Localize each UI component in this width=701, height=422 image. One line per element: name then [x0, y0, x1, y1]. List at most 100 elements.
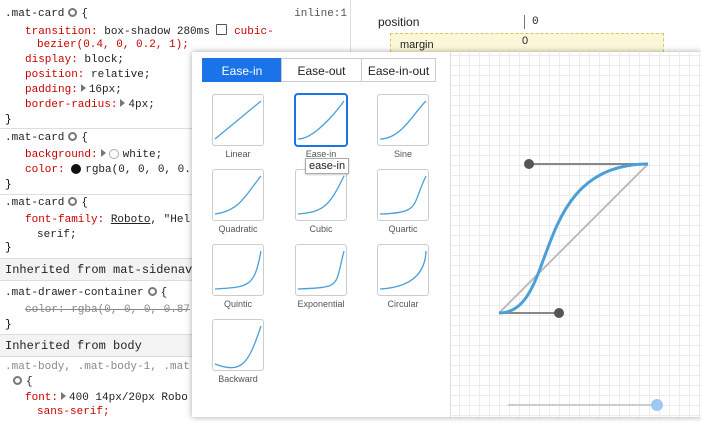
brace: }	[5, 319, 12, 331]
preset[interactable]	[212, 169, 264, 221]
preset-curve	[214, 325, 262, 369]
declaration: transition: box-shadow 280ms cubic-	[25, 24, 274, 39]
tab[interactable]: Ease-in	[202, 58, 282, 82]
preset-label: Ease-in	[305, 149, 337, 159]
preset[interactable]	[212, 244, 264, 296]
preset-label: Cubic	[309, 224, 333, 234]
margin-value: 0	[522, 35, 529, 47]
preset-label: Circular	[387, 299, 419, 309]
preset[interactable]	[295, 244, 347, 296]
source-link[interactable]: inline:1	[294, 7, 347, 22]
preset-icon	[214, 175, 262, 215]
prop: color:	[25, 164, 65, 176]
brace: {	[26, 376, 33, 388]
font-link[interactable]: Roboto	[110, 214, 151, 226]
value: bezier(0.4, 0, 0.2, 1);	[37, 39, 189, 51]
bezier-icon[interactable]	[216, 24, 228, 35]
brace: }	[5, 114, 12, 126]
preset-icon	[297, 175, 345, 215]
preset[interactable]	[377, 244, 429, 296]
preset-icon	[297, 100, 345, 140]
preset[interactable]	[212, 94, 264, 146]
preset-label: Quartic	[388, 224, 418, 234]
declaration: border-radius: 4px;	[25, 98, 155, 113]
preset[interactable]	[212, 319, 264, 371]
preset-curve	[297, 250, 345, 290]
preset-label: Quadratic	[218, 224, 258, 234]
brace: {	[160, 287, 168, 299]
value: white;	[122, 149, 163, 161]
rule-header[interactable]: .mat-drawer-container {	[5, 286, 167, 301]
brace: {	[81, 132, 89, 144]
selector: .mat-drawer-container	[5, 287, 144, 299]
selector[interactable]: .mat-body, .mat-body-1, .mat	[5, 361, 190, 373]
preset-icon	[297, 250, 345, 290]
curve-svg	[498, 159, 663, 411]
preset-curve	[214, 250, 262, 290]
control-point[interactable]	[554, 308, 564, 318]
value: block;	[84, 54, 125, 66]
rule-header[interactable]: .mat-card {	[5, 131, 88, 146]
preset-label: Exponential	[297, 299, 345, 309]
preset-curve	[379, 175, 427, 215]
prop: border-radius:	[25, 99, 118, 111]
selector: .mat-card	[5, 8, 65, 20]
preset-icon	[379, 100, 427, 140]
value: box-shadow 280ms	[104, 26, 210, 38]
preset[interactable]	[295, 169, 347, 221]
preset-curve	[297, 100, 345, 140]
declaration: background: white;	[25, 148, 162, 163]
tab[interactable]: Ease-out	[281, 58, 362, 82]
preset[interactable]	[377, 169, 429, 221]
prop: display:	[25, 54, 78, 66]
value: relative;	[91, 69, 151, 81]
rule-header[interactable]: .mat-card {	[5, 196, 88, 211]
easing-editor: Ease-in Ease-out Ease-in-out Linear Ease-…	[192, 52, 701, 417]
preview-dot	[651, 399, 663, 411]
preset[interactable]	[295, 94, 347, 146]
value: 4px;	[128, 99, 155, 111]
preset-label: Quintic	[223, 299, 252, 309]
prop: font:	[25, 392, 59, 404]
brace: {	[81, 197, 89, 209]
preset-label: Linear	[225, 149, 251, 159]
preset-icon	[214, 325, 262, 369]
curve-graph	[450, 52, 701, 417]
preset-curve	[379, 250, 427, 290]
declaration: display: block;	[25, 53, 124, 68]
prop: padding:	[25, 84, 78, 96]
bezier-curve	[498, 162, 649, 315]
tooltip: ease-in	[305, 158, 350, 174]
source: inline:1	[294, 8, 347, 20]
prop: font-family:	[25, 214, 105, 226]
position-label: position	[378, 15, 420, 29]
declaration: color: rgba(0, 0, 0, 0.	[25, 163, 191, 178]
declaration: font-family: Roboto, "Hel	[25, 213, 190, 228]
position-value: 0	[532, 16, 539, 28]
selector: .mat-card	[5, 132, 65, 144]
prop: position:	[25, 69, 85, 81]
preset[interactable]	[377, 94, 429, 146]
preset-icon	[214, 250, 262, 290]
preset-icon	[379, 175, 427, 215]
declaration: padding: 16px;	[25, 83, 122, 98]
value: cubic-	[234, 26, 274, 38]
value: 400 14px/20px Robo	[69, 392, 188, 404]
rule-header[interactable]: .mat-card {	[5, 7, 88, 22]
control-point[interactable]	[524, 159, 534, 169]
preset-curve	[297, 175, 345, 215]
value: sans-serif;	[37, 406, 110, 418]
preset-label: Sine	[393, 149, 412, 159]
value: , "Hel	[150, 214, 191, 226]
cursor	[524, 15, 525, 29]
preset-icon	[214, 100, 262, 140]
separator	[0, 128, 350, 129]
tab[interactable]: Ease-in-out	[361, 58, 436, 82]
preset-label: Backward	[218, 374, 258, 384]
value: 16px;	[88, 84, 122, 96]
brace: {	[81, 8, 89, 20]
brace: }	[5, 179, 12, 191]
linear-reference	[498, 163, 649, 314]
rule-header: {	[9, 375, 33, 390]
value: serif;	[37, 229, 77, 241]
